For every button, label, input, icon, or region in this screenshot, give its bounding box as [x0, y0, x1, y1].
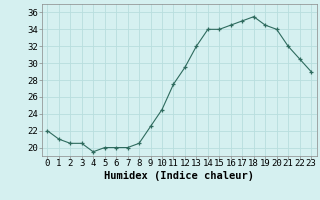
X-axis label: Humidex (Indice chaleur): Humidex (Indice chaleur) — [104, 171, 254, 181]
